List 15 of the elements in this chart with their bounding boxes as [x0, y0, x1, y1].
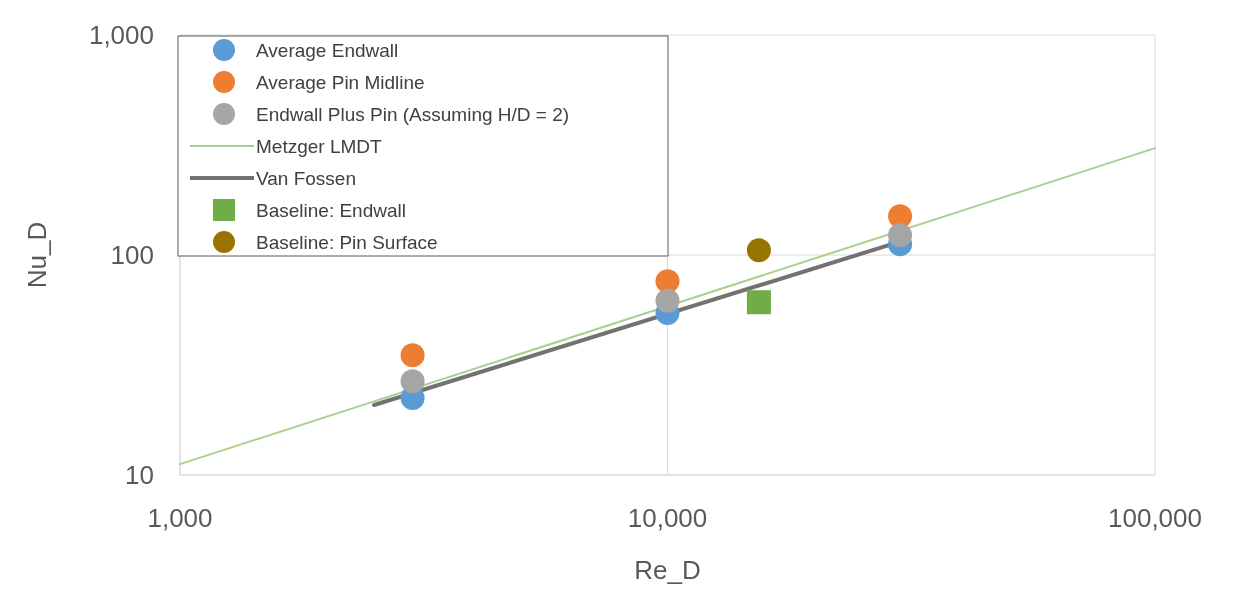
legend-label: Baseline: Pin Surface: [256, 232, 438, 253]
x-axis-title: Re_D: [634, 555, 701, 585]
legend-label: Metzger LMDT: [256, 136, 383, 157]
legend-label: Average Endwall: [256, 40, 399, 61]
legend-label: Baseline: Endwall: [256, 200, 406, 221]
x-tick-label: 10,000: [627, 503, 708, 533]
x-tick-label: 1,000: [147, 503, 213, 533]
legend-label: Endwall Plus Pin (Assuming H/D = 2): [256, 104, 570, 125]
legend-label: Average Pin Midline: [256, 72, 425, 93]
y-tick-label: 10: [125, 460, 154, 490]
x-tick-label: 100,000: [1108, 503, 1202, 533]
y-tick-label: 1,000: [88, 20, 154, 50]
legend-label: Van Fossen: [256, 168, 356, 189]
y-tick-label: 100: [110, 240, 154, 270]
y-axis-title: Nu_D: [22, 221, 52, 289]
